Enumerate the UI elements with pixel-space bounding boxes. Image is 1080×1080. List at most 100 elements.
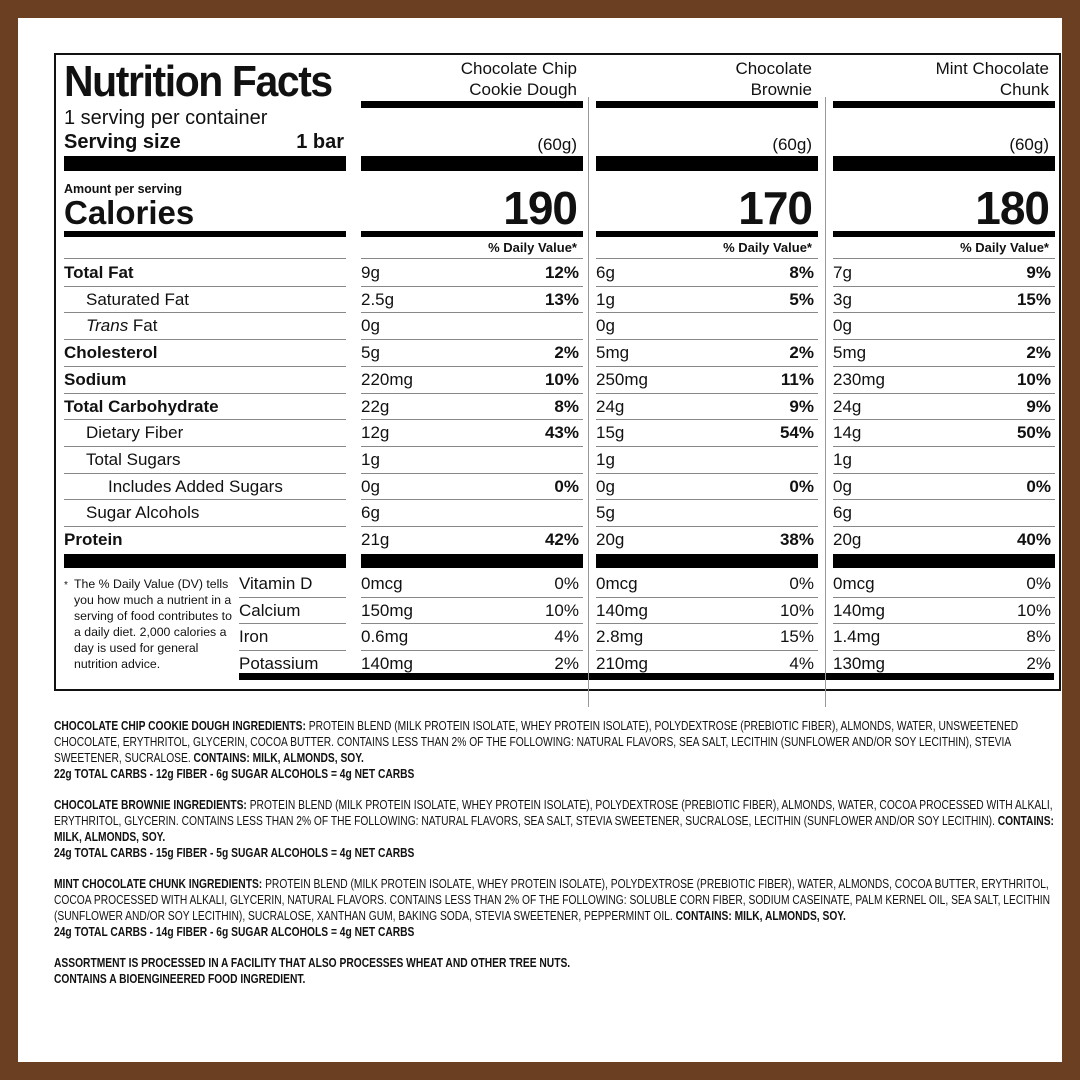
vitamin-label: Iron [239, 627, 269, 647]
vitamin-daily-value: 10% [1016, 600, 1051, 620]
ingredient-block: MINT CHOCOLATE CHUNK INGREDIENTS: PROTEI… [54, 876, 1063, 940]
vitamin-amount: 130mg [833, 654, 885, 674]
vitamin-daily-value: 4% [789, 654, 814, 674]
row-divider [596, 339, 818, 341]
ingredient-line: CONTAINS A BIOENGINEERED FOOD INGREDIENT… [54, 971, 1063, 987]
divider-thick [596, 554, 818, 568]
ingredient-line: CHOCOLATE BROWNIE INGREDIENTS: PROTEIN B… [54, 797, 1063, 845]
row-divider [361, 499, 583, 501]
vitamin-amount: 0.6mg [361, 627, 409, 647]
nutrient-daily-value: 5% [789, 289, 814, 309]
nutrient-daily-value: 9% [1026, 263, 1051, 282]
nutrient-amount: 1g [361, 449, 380, 469]
divider-thin [833, 258, 1055, 259]
nutrient-daily-value: 13% [544, 289, 579, 309]
vitamin-amount: 140mg [596, 600, 648, 620]
divider-medium [596, 231, 818, 237]
nutrient-daily-value: 2% [1026, 343, 1051, 363]
row-divider [361, 392, 583, 394]
nutrient-label: Saturated Fat [86, 289, 190, 309]
nutrient-daily-value: 8% [789, 263, 814, 282]
nutrient-label: Protein [64, 530, 123, 549]
product-name: Chunk [999, 80, 1049, 99]
divider-thick [833, 156, 1055, 171]
vitamin-daily-value: 2% [554, 654, 579, 674]
nutrient-daily-value: 11% [780, 369, 814, 389]
vitamin-daily-value: 0% [789, 574, 814, 593]
nutrient-daily-value: 40% [1016, 530, 1051, 549]
nutrient-amount: 24g [833, 396, 862, 416]
vitamin-daily-value: 0% [554, 574, 579, 593]
product-column: Mint Chocolate Chunk (60g) 180 % Daily Value… [833, 55, 1055, 673]
divider-thick [833, 554, 1055, 568]
serving-weight: (60g) [1009, 135, 1049, 154]
ingredient-line: 22g TOTAL CARBS - 12g FIBER - 6g SUGAR A… [54, 766, 1063, 782]
nutrient-daily-value: 10% [1016, 369, 1051, 389]
row-divider [64, 365, 346, 367]
nutrient-amount: 14g [833, 423, 862, 443]
nutrient-label: Total Carbohydrate [64, 396, 219, 416]
ingredient-text: PROTEIN BLEND (MILK PROTEIN ISOLATE, WHE… [54, 798, 1053, 828]
divider-medium [361, 231, 583, 237]
nutrient-amount: 5g [361, 343, 380, 363]
nutrient-daily-value: 9% [1026, 396, 1051, 416]
ingredient-bold-text: CONTAINS: MILK, ALMONDS, SOY. [193, 751, 364, 765]
vitamin-label: Potassium [239, 654, 319, 674]
daily-value-header: % Daily Value* [488, 240, 577, 255]
ingredient-bold-text: CHOCOLATE BROWNIE INGREDIENTS: [54, 798, 247, 812]
nutrient-label: Dietary Fiber [86, 423, 184, 443]
nutrient-label: Total Fat [64, 263, 134, 282]
divider-medium [833, 231, 1055, 237]
row-divider [596, 499, 818, 501]
row-divider [64, 285, 346, 287]
daily-value-header: % Daily Value* [960, 240, 1049, 255]
vitamin-amount: 150mg [361, 600, 413, 620]
nutrition-facts-panel: Nutrition Facts 1 serving per container … [54, 53, 1061, 707]
nutrient-amount: 5mg [833, 343, 867, 363]
vitamin-daily-value: 0% [1026, 574, 1051, 593]
nutrient-daily-value: 2% [789, 343, 814, 363]
ingredient-bold-text: 24g TOTAL CARBS - 14g FIBER - 6g SUGAR A… [54, 925, 415, 939]
vitamin-label: Calcium [239, 600, 301, 620]
ingredient-text: PROTEIN BLEND (MILK PROTEIN ISOLATE, WHE… [54, 877, 1050, 923]
row-divider [596, 526, 818, 527]
product-name: Chocolate [735, 59, 812, 78]
nutrient-amount: 0g [833, 476, 852, 496]
nutrient-amount: 20g [833, 530, 862, 549]
row-divider [361, 285, 583, 287]
nutrient-amount: 20g [596, 530, 625, 549]
divider-thick [361, 554, 583, 568]
page: Nutrition Facts 1 serving per container … [18, 18, 1062, 1062]
vitamin-amount: 0mcg [361, 574, 403, 593]
ingredients-section: CHOCOLATE CHIP COOKIE DOUGH INGREDIENTS:… [54, 718, 1063, 1002]
daily-value-footnote: * The % Daily Value (DV) tells you how m… [64, 576, 234, 672]
calories-value: 190 [503, 182, 578, 234]
calories-value: 170 [738, 182, 813, 234]
nutrient-label: Includes Added Sugars [108, 476, 283, 496]
row-divider [833, 499, 1055, 501]
nutrient-daily-value: 42% [544, 530, 579, 549]
row-divider [833, 623, 1055, 625]
vitamin-amount: 0mcg [596, 574, 638, 593]
row-divider [596, 650, 818, 652]
nutrient-amount: 1g [596, 289, 615, 309]
divider-medium [64, 231, 346, 237]
nutrient-amount: 0g [596, 476, 615, 496]
ingredient-line: MINT CHOCOLATE CHUNK INGREDIENTS: PROTEI… [54, 876, 1063, 924]
vitamin-daily-value: 4% [554, 627, 579, 647]
vitamin-daily-value: 2% [1026, 654, 1051, 674]
row-divider [596, 312, 818, 314]
ingredient-block: CHOCOLATE BROWNIE INGREDIENTS: PROTEIN B… [54, 797, 1063, 861]
row-divider [833, 472, 1055, 474]
row-divider [596, 623, 818, 625]
vitamin-daily-value: 15% [779, 627, 814, 647]
ingredient-bold-text: 22g TOTAL CARBS - 12g FIBER - 6g SUGAR A… [54, 767, 415, 781]
row-divider [64, 472, 346, 474]
row-divider [596, 445, 818, 447]
divider-thin [596, 258, 818, 259]
row-divider [239, 596, 346, 598]
nutrient-amount: 2.5g [361, 289, 395, 309]
row-divider [361, 596, 583, 598]
nutrient-amount: 0g [361, 316, 380, 336]
nutrient-daily-value: 50% [1016, 423, 1051, 443]
